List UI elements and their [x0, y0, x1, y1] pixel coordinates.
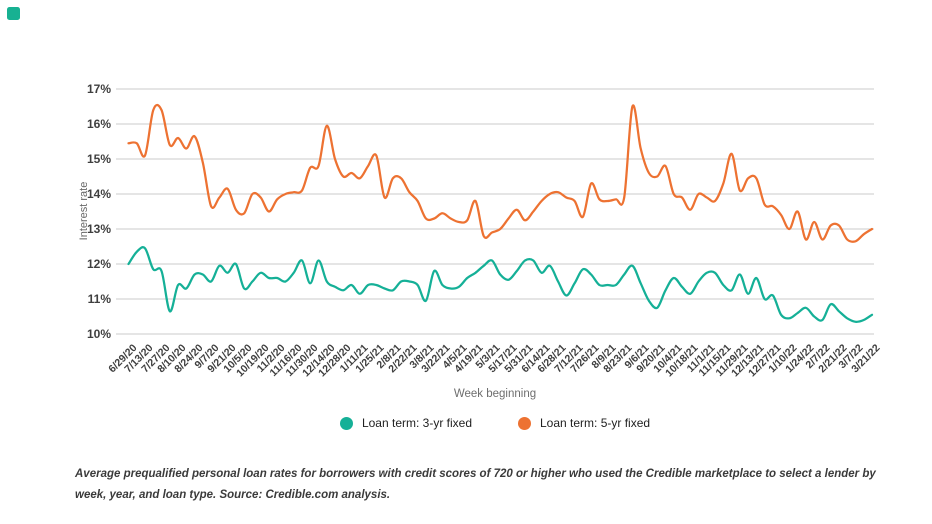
legend-label-5yr: Loan term: 5-yr fixed [540, 416, 651, 430]
y-tick-label: 12% [86, 256, 111, 271]
legend-item-5yr: Loan term: 5-yr fixed [518, 416, 650, 430]
y-tick-label: 11% [87, 291, 111, 306]
y-tick-label: 16% [86, 116, 111, 131]
legend-item-3yr: Loan term: 3-yr fixed [339, 416, 472, 430]
legend-label-3yr: Loan term: 3-yr fixed [361, 416, 472, 430]
legend-dot-5yr-icon [518, 416, 531, 430]
series-5yr-fixed-line [127, 103, 874, 243]
y-tick-label: 15% [86, 151, 111, 166]
credible-logo-mark [7, 7, 20, 20]
y-tick-label: 17% [86, 81, 111, 96]
x-axis-title: Week beginning [453, 388, 537, 400]
legend: Loan term: 3-yr fixed Loan term: 5-yr fi… [116, 416, 874, 430]
y-axis-title: Interest rate [78, 181, 90, 241]
y-tick-label: 13% [86, 221, 111, 236]
series-3yr-fixed-line [127, 246, 874, 323]
y-tick-label: 10% [86, 326, 111, 341]
y-tick-label: 14% [86, 186, 111, 201]
legend-dot-3yr-icon [339, 416, 353, 430]
line-chart-plot-area [116, 88, 874, 335]
caption-text: Average prequalified personal loan rates… [75, 468, 876, 502]
